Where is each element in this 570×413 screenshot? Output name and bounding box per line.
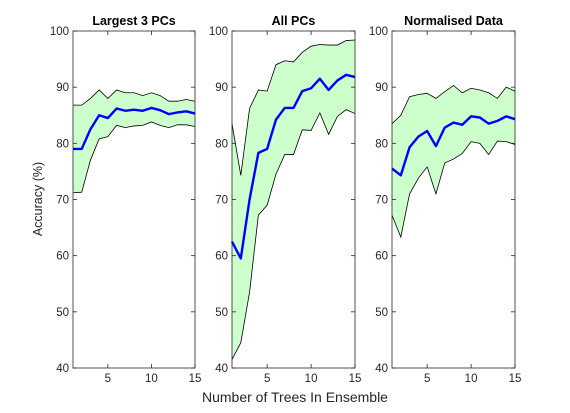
lower-bound-line <box>231 109 356 360</box>
lower-bound-line <box>391 140 516 239</box>
x-axis-label: Number of Trees In Ensemble <box>202 389 388 405</box>
y-tick-label: 50 <box>56 307 69 319</box>
panel-1: 40 50 60 70 80 90 100 5 10 15 Largest 3 PCs <box>50 14 202 385</box>
y-tick-label: 80 <box>215 138 228 150</box>
upper-bound-line <box>73 89 196 106</box>
y-tick-label: 100 <box>50 26 69 38</box>
y-tick-label: 90 <box>56 82 69 94</box>
y-tick-label: 50 <box>375 307 388 319</box>
y-tick-label: 90 <box>375 82 388 94</box>
y-tick-label: 90 <box>215 82 228 94</box>
x-tick-label: 5 <box>264 373 270 385</box>
panel-title: Normalised Data <box>404 14 504 28</box>
y-axis-label: Accuracy (%) <box>31 162 45 236</box>
confidence-band <box>392 85 515 238</box>
panel-title: All PCs <box>272 14 316 28</box>
mean-accuracy-line <box>73 106 196 151</box>
panel-title: Largest 3 PCs <box>92 14 175 28</box>
x-tick-label: 15 <box>509 373 522 385</box>
y-tick-label: 60 <box>56 251 69 263</box>
confidence-band <box>232 39 355 360</box>
y-tick-label: 50 <box>215 307 228 319</box>
panels: 40 50 60 70 80 90 100 5 10 15 Largest 3 PCs 40 50 60 7… <box>50 14 522 385</box>
y-tick-label: 70 <box>375 195 388 207</box>
x-tick-label: 15 <box>189 373 202 385</box>
y-tick-label: 70 <box>215 195 228 207</box>
lower-bound-line <box>72 121 196 194</box>
panel-3: 40 50 60 70 80 90 100 5 10 15 Normalised Data <box>369 14 522 385</box>
y-tick-label: 80 <box>375 138 388 150</box>
x-tick-label: 10 <box>305 373 318 385</box>
mean-accuracy-line <box>391 115 516 177</box>
y-tick-label: 100 <box>209 26 228 38</box>
upper-bound-line <box>231 39 356 176</box>
x-tick-label: 15 <box>349 373 362 385</box>
mean-accuracy-line <box>230 73 356 260</box>
x-tick-label: 10 <box>465 373 478 385</box>
y-tick-label: 40 <box>375 363 388 375</box>
y-tick-label: 80 <box>56 138 69 150</box>
x-tick-label: 10 <box>145 373 158 385</box>
x-tick-label: 5 <box>105 373 111 385</box>
y-tick-label: 70 <box>56 195 69 207</box>
y-tick-label: 40 <box>215 363 228 375</box>
y-tick-label: 60 <box>375 251 388 263</box>
panel-2: 40 50 60 70 80 90 100 5 10 15 All PCs <box>209 14 362 385</box>
y-tick-label: 40 <box>56 363 69 375</box>
y-tick-label: 60 <box>215 251 228 263</box>
x-tick-label: 5 <box>424 373 430 385</box>
y-tick-label: 100 <box>369 26 388 38</box>
upper-bound-line <box>391 84 516 124</box>
